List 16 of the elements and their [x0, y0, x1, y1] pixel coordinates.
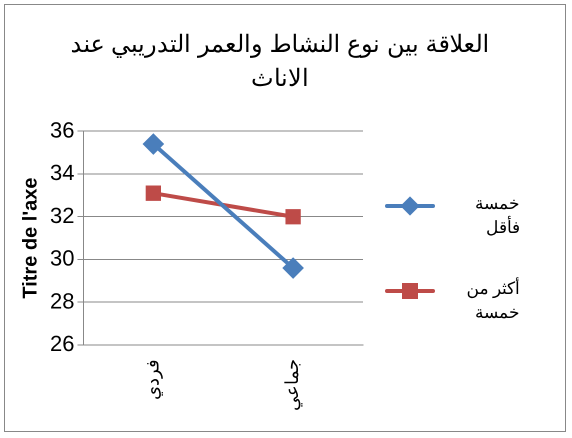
point: [146, 186, 162, 201]
y-tick-label: 26: [50, 331, 74, 356]
point: [285, 209, 301, 224]
y-axis-title: Titre de l'axe: [20, 178, 42, 299]
chart-title: العلاقة بين نوع النشاط والعمر التدريبي عند الاناث: [69, 30, 490, 94]
x-tick-label: جماعي: [282, 359, 302, 411]
legend-label: أكثر من خمسة: [465, 277, 520, 324]
legend-label: خمسة فأقل: [474, 193, 520, 239]
point: [143, 134, 164, 154]
y-tick-label: 36: [50, 117, 74, 142]
y-tick-label: 34: [50, 160, 74, 186]
point: [283, 258, 304, 278]
x-tick-label: فردي: [142, 359, 164, 400]
y-tick-label: 28: [50, 288, 74, 314]
y-tick-label: 30: [50, 246, 74, 271]
y-tick-label: 32: [50, 202, 74, 228]
